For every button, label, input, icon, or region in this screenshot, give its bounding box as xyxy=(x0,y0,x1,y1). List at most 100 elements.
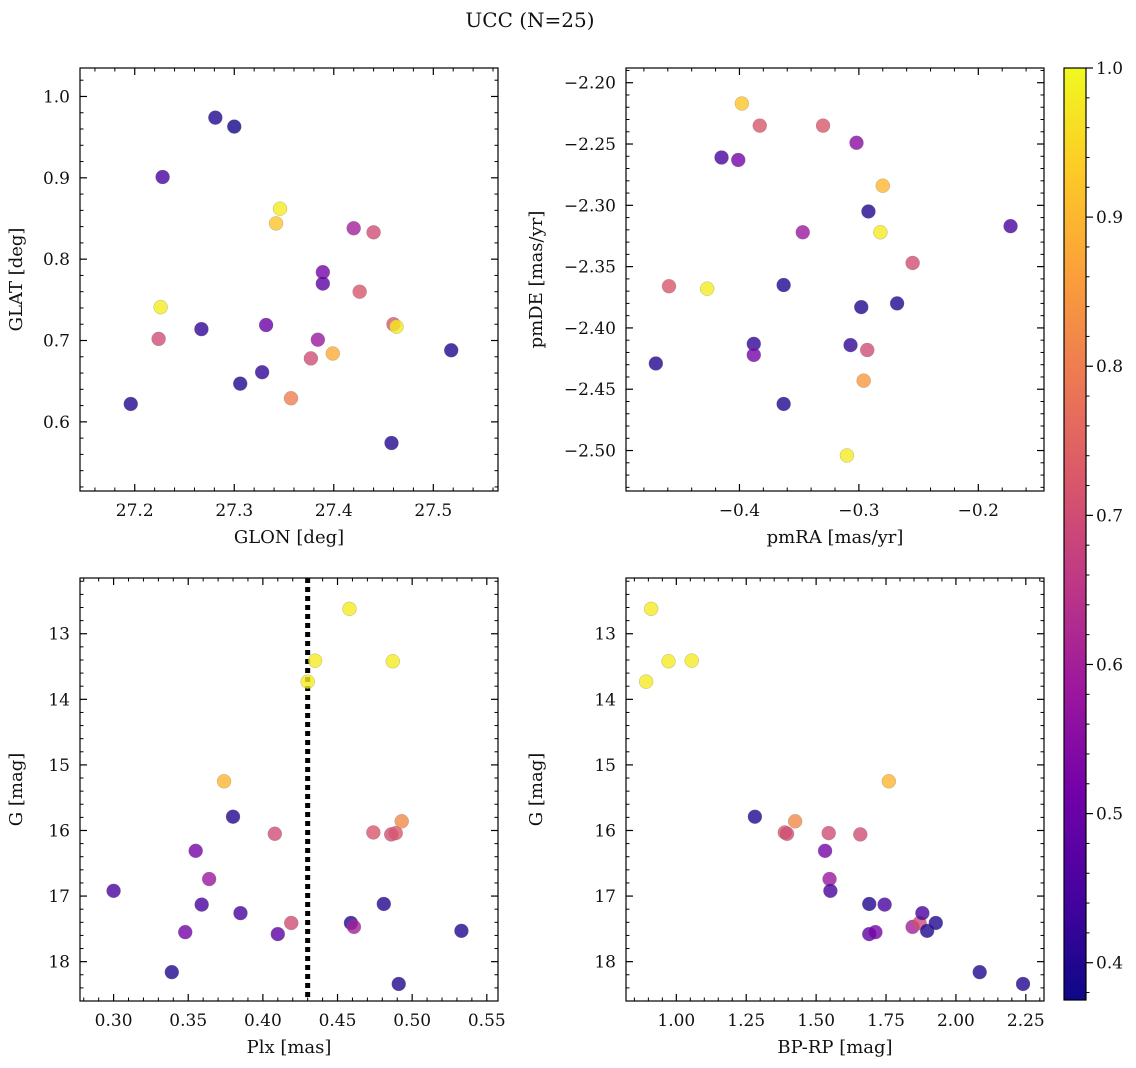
scatter-point xyxy=(860,342,875,358)
y-tick-label: 16 xyxy=(594,821,616,841)
scatter-point xyxy=(307,653,323,668)
scatter-point xyxy=(915,905,930,921)
points-bprp-gmag xyxy=(638,601,1031,992)
panel-glon-glat: 27.2 27.3 27.4 27.5 0.6 0.7 0.8 0.9 1.0 GLON [deg… xyxy=(6,67,499,548)
x-tick-label: 2.00 xyxy=(937,1011,975,1031)
scatter-point xyxy=(300,674,315,689)
scatter-point xyxy=(178,924,193,940)
scatter-point xyxy=(752,118,767,133)
colorbar-tick-label: 0.8 xyxy=(1096,357,1123,377)
scatter-point xyxy=(352,284,367,299)
x-tick-label: 0.45 xyxy=(319,1011,357,1031)
ticks-glon-glat: 27.2 27.3 27.4 27.5 0.6 0.7 0.8 0.9 1.0 xyxy=(43,68,498,521)
y-tick-label: 0.7 xyxy=(43,332,70,352)
y-axis-label: G [mag] xyxy=(526,753,547,826)
scatter-point xyxy=(283,391,299,406)
scatter-point xyxy=(268,216,284,231)
scatter-point xyxy=(267,826,283,841)
scatter-point xyxy=(272,201,288,216)
scatter-point xyxy=(746,347,761,363)
colorbar-tick-label: 0.9 xyxy=(1096,208,1123,228)
points-pmra-pmde xyxy=(648,96,1018,463)
scatter-point xyxy=(889,296,905,311)
scatter-point xyxy=(106,883,121,899)
scatter-point xyxy=(194,321,209,337)
scatter-point xyxy=(194,897,209,912)
x-tick-label: 27.4 xyxy=(315,501,353,521)
scatter-point xyxy=(225,809,241,824)
axes-frame xyxy=(625,577,1045,1002)
scatter-point xyxy=(928,915,943,931)
x-tick-label: 0.55 xyxy=(468,1011,506,1031)
scatter-point xyxy=(905,255,920,271)
scatter-point xyxy=(227,119,242,134)
scatter-point xyxy=(849,135,864,150)
scatter-point xyxy=(389,319,404,334)
scatter-point xyxy=(877,897,892,912)
panel-pmra-pmde: −0.4 −0.3 −0.2 −2.50 −2.45 −2.40 −2.35 −2.30 −2.… xyxy=(526,67,1045,548)
colorbar-tick-label: 0.5 xyxy=(1096,805,1123,825)
y-tick-label: −2.25 xyxy=(564,135,616,155)
scatter-point xyxy=(444,343,459,358)
x-tick-label: −0.2 xyxy=(958,501,999,521)
y-tick-label: −2.45 xyxy=(564,380,616,400)
y-tick-label: 0.8 xyxy=(43,250,70,270)
scatter-point xyxy=(817,843,833,859)
scatter-point xyxy=(843,337,858,353)
scatter-point xyxy=(648,356,664,371)
y-tick-label: 15 xyxy=(594,756,616,776)
scatter-point xyxy=(258,317,274,333)
panel-bprp-gmag: 1.00 1.25 1.50 1.75 2.00 2.25 13 14 15 16 17 18 BP-R… xyxy=(526,577,1045,1058)
scatter-point xyxy=(342,601,357,617)
scatter-point xyxy=(795,225,810,240)
x-tick-label: 1.75 xyxy=(867,1011,905,1031)
scatter-point xyxy=(315,276,331,291)
colorbar-tick-label: 0.4 xyxy=(1096,954,1123,974)
y-tick-label: 1.0 xyxy=(43,87,70,107)
x-tick-label: 1.25 xyxy=(727,1011,765,1031)
figure-title: UCC (N=25) xyxy=(465,8,594,32)
x-tick-label: 27.5 xyxy=(414,501,452,521)
y-tick-label: 13 xyxy=(594,625,616,645)
scatter-point xyxy=(700,281,715,296)
scatter-point xyxy=(188,843,203,859)
scatter-point xyxy=(861,204,876,219)
colorbar-gradient xyxy=(1064,68,1086,1000)
scatter-point xyxy=(164,964,180,980)
x-axis-label: GLON [deg] xyxy=(234,527,344,548)
scatter-point xyxy=(661,279,677,294)
scatter-point xyxy=(303,351,319,366)
colorbar-tick-label: 0.7 xyxy=(1096,506,1123,526)
y-tick-label: 16 xyxy=(48,821,70,841)
scatter-point xyxy=(661,654,676,669)
x-tick-label: −0.3 xyxy=(838,501,879,521)
scatter-point xyxy=(216,774,232,789)
scatter-point xyxy=(972,964,987,980)
scatter-point xyxy=(747,809,763,824)
scatter-point xyxy=(366,825,381,840)
y-tick-label: 0.6 xyxy=(43,413,70,433)
scatter-point xyxy=(151,331,166,347)
scatter-point xyxy=(823,883,838,899)
y-axis-label: GLAT [deg] xyxy=(6,228,27,332)
x-axis-label: Plx [mas] xyxy=(247,1037,332,1058)
scatter-point xyxy=(346,221,361,236)
colorbar: 0.4 0.5 0.6 0.7 0.8 0.9 1.0 xyxy=(1063,59,1123,1001)
x-tick-label: 0.40 xyxy=(244,1011,282,1031)
scatter-point xyxy=(155,169,170,185)
scatter-point xyxy=(821,825,836,841)
axes-frame xyxy=(79,577,499,1002)
scatter-point xyxy=(233,376,248,391)
x-tick-label: 1.50 xyxy=(797,1011,835,1031)
scatter-point xyxy=(862,896,877,912)
scatter-point xyxy=(270,926,286,942)
scatter-point xyxy=(366,225,381,240)
scatter-point xyxy=(839,448,855,463)
scatter-point xyxy=(153,299,168,315)
y-tick-label: 14 xyxy=(48,690,70,710)
scatter-point xyxy=(123,396,138,412)
scatter-point xyxy=(875,178,890,193)
x-tick-label: −0.4 xyxy=(719,501,760,521)
scatter-point xyxy=(233,905,248,921)
